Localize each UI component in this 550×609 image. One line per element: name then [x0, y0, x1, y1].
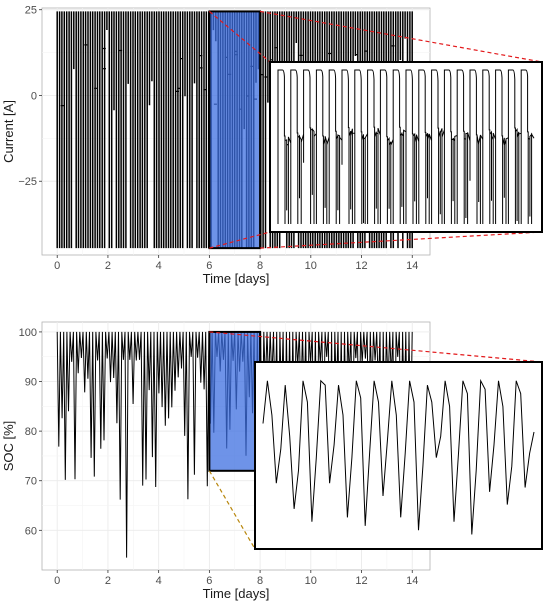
x-tick-label: 14: [406, 575, 418, 587]
soc-highlight-region: [208, 330, 262, 472]
x-tick-label: 6: [206, 575, 212, 587]
x-tick-label: 8: [257, 260, 263, 272]
current-y-ticks: −25 0 25: [18, 5, 42, 188]
current-zoom-connector: [208, 10, 271, 63]
x-tick-label: 4: [156, 260, 162, 272]
current-highlight-region: [208, 10, 262, 250]
current-x-axis-title: Time [days]: [203, 271, 270, 286]
soc-x-ticks: 0 2 4 6 8 10 12 14: [54, 570, 418, 587]
x-tick-label: 12: [355, 575, 367, 587]
soc-y-axis-title: SOC [%]: [1, 421, 16, 472]
y-tick-label: 100: [19, 327, 37, 339]
x-tick-label: 10: [305, 575, 317, 587]
current-series: [56, 10, 413, 250]
current-zoom-connector: [209, 231, 271, 249]
y-tick-label: 60: [25, 525, 37, 537]
soc-zoom-connector: [208, 470, 256, 550]
current-inset-line: [277, 69, 535, 224]
current-zoom-connector: [259, 10, 543, 63]
x-tick-label: 10: [305, 260, 317, 272]
x-tick-label: 14: [406, 260, 418, 272]
y-tick-label: 70: [25, 476, 37, 488]
current-zoom-connector: [260, 231, 543, 249]
current-x-ticks: 0 2 4 6 8 10 12 14: [54, 255, 418, 272]
y-tick-label: 0: [31, 90, 37, 102]
x-tick-label: 4: [156, 575, 162, 587]
y-tick-label: 25: [25, 5, 37, 17]
x-tick-label: 6: [206, 260, 212, 272]
soc-inset-line: [262, 378, 535, 535]
y-tick-label: −25: [18, 176, 37, 188]
x-tick-label: 0: [54, 575, 60, 587]
x-tick-label: 12: [355, 260, 367, 272]
current-zoom-inset: [208, 10, 543, 249]
x-tick-label: 2: [105, 260, 111, 272]
x-tick-label: 2: [105, 575, 111, 587]
current-chart: 0 2 4 6 8 10 12 14 −25 0 25 Time [days] Current […: [1, 5, 543, 286]
y-tick-label: 80: [25, 426, 37, 438]
soc-x-axis-title: Time [days]: [203, 586, 270, 601]
y-tick-label: 90: [25, 377, 37, 389]
current-y-axis-title: Current [A]: [1, 100, 16, 163]
soc-zoom-inset: [208, 331, 543, 550]
x-tick-label: 0: [54, 260, 60, 272]
soc-chart: 0 2 4 6 8 10 12 14 60 70 80 90 100 Time [days] SOC …: [1, 321, 543, 601]
x-tick-label: 8: [257, 575, 263, 587]
soc-y-ticks: 60 70 80 90 100: [19, 327, 42, 537]
